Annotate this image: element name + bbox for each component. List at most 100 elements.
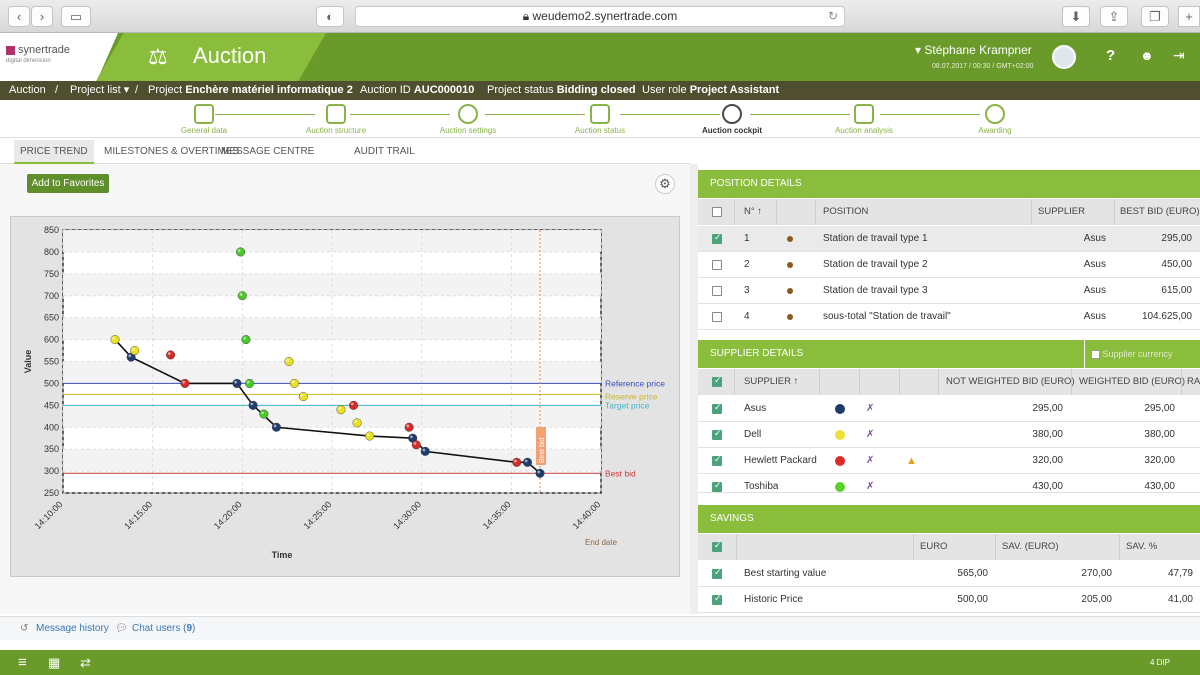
step-auction-cockpit[interactable]: Auction cockpit xyxy=(677,104,787,135)
menu-icon[interactable]: ≡ xyxy=(18,654,27,671)
col-number[interactable]: N° ↑ xyxy=(744,206,763,217)
bid-point xyxy=(166,350,176,360)
position-name: Station de travail type 3 xyxy=(823,285,928,296)
position-row[interactable]: 4 sous-total "Station de travail" Asus 104.… xyxy=(698,304,1200,330)
eye-off-icon[interactable]: ✗ xyxy=(866,403,875,414)
position-row[interactable]: 1 Station de travail type 1 Asus 295,00 xyxy=(698,226,1200,252)
add-to-favorites-button[interactable]: Add to Favorites xyxy=(27,174,109,193)
col-sav-euro[interactable]: SAV. (EURO) xyxy=(1002,541,1059,552)
col-best-bid[interactable]: BEST BID (EURO) xyxy=(1120,206,1200,217)
position-table-header: N° ↑ POSITION SUPPLIER BEST BID (EURO) xyxy=(698,199,1200,225)
url-bar[interactable]: 🔒︎ weudemo2.synertrade.com ↻ xyxy=(355,6,845,27)
col-position[interactable]: POSITION xyxy=(823,206,869,217)
supplier-checkbox[interactable] xyxy=(712,402,722,414)
step-general-data[interactable]: General data xyxy=(149,104,259,135)
logo[interactable]: synertrade digital dimension xyxy=(0,33,118,81)
supplier-row[interactable]: Dell ✗ 380,00 380,00 xyxy=(698,422,1200,448)
sidebar-icon[interactable]: ▭ xyxy=(61,6,91,27)
position-checkbox[interactable] xyxy=(712,232,722,244)
y-tick-label: 550 xyxy=(44,357,59,367)
savings-checkbox[interactable] xyxy=(712,567,722,579)
position-number: 4 xyxy=(744,311,750,322)
select-all-suppliers-checkbox[interactable] xyxy=(712,375,722,387)
footer-info: 4 DIP xyxy=(1150,658,1171,667)
x-tick-label: 14:35:00 xyxy=(481,499,513,531)
savings-row[interactable]: Historic Price 500,00 205,00 41,00 xyxy=(698,587,1200,613)
step-awarding[interactable]: Awarding xyxy=(940,104,1050,135)
supplier-checkbox[interactable] xyxy=(712,428,722,440)
help-icon[interactable]: ? xyxy=(1106,47,1116,64)
col-supplier[interactable]: SUPPLIER xyxy=(1038,206,1085,217)
step-auction-structure[interactable]: Auction structure xyxy=(281,104,391,135)
status-icon xyxy=(590,104,610,124)
position-checkbox[interactable] xyxy=(712,312,722,322)
col-euro[interactable]: EURO xyxy=(920,541,948,552)
user-settings-icon[interactable]: ☻ xyxy=(1140,48,1154,63)
breadcrumb-auction[interactable]: Auction xyxy=(9,84,46,96)
message-history-link[interactable]: Message history xyxy=(36,623,109,634)
forward-icon[interactable]: › xyxy=(31,6,53,27)
logout-icon[interactable]: ⇥ xyxy=(1173,47,1185,63)
tabs-icon[interactable]: ❐ xyxy=(1141,6,1169,27)
supplier-currency-toggle[interactable]: Supplier currency xyxy=(1084,340,1173,368)
position-checkbox[interactable] xyxy=(712,286,722,296)
col-weighted-bid[interactable]: WEIGHTED BID (EURO) xyxy=(1079,376,1186,387)
bid-point-highlight xyxy=(410,435,413,439)
col-ra[interactable]: RA xyxy=(1187,376,1200,387)
col-not-weighted-bid[interactable]: NOT WEIGHTED BID (EURO) xyxy=(946,376,1075,387)
chat-users-link[interactable]: Chat users (9) xyxy=(132,623,196,634)
browser-toolbar: ‹ › ▭ ◐ 🔒︎ weudemo2.synertrade.com ↻ ⬇ ⇪ … xyxy=(0,0,1200,33)
savings-checkbox[interactable] xyxy=(712,593,722,605)
eye-off-icon[interactable]: ✗ xyxy=(866,455,875,466)
pane-splitter[interactable] xyxy=(690,164,698,614)
position-supplier: Asus xyxy=(1083,233,1106,244)
step-label: Auction structure xyxy=(305,126,367,135)
tab-message-centre[interactable]: MESSAGE CENTRE xyxy=(221,146,315,157)
user-menu[interactable]: ▾ Stéphane Krampner xyxy=(915,43,1032,57)
position-status-dot xyxy=(787,314,793,320)
download-icon[interactable]: ⬇ xyxy=(1062,6,1090,27)
savings-row[interactable]: Best starting value 565,00 270,00 47,79 xyxy=(698,561,1200,587)
gavel-icon: ⚖ xyxy=(148,44,168,69)
supplier-row[interactable]: Asus ✗ 295,00 295,00 xyxy=(698,396,1200,422)
step-auction-status[interactable]: Auction status xyxy=(545,104,655,135)
avatar[interactable] xyxy=(1052,45,1076,69)
savings-header: SAVINGS xyxy=(698,505,1200,533)
step-auction-analysis[interactable]: Auction analysis xyxy=(809,104,919,135)
bid-point xyxy=(352,418,362,428)
share-icon[interactable]: ⇪ xyxy=(1100,6,1128,27)
col-supplier-name[interactable]: SUPPLIER ↑ xyxy=(744,376,799,387)
supplier-row[interactable]: Toshiba ✗ 430,00 430,00 xyxy=(698,474,1200,493)
tab-milestones[interactable]: MILESTONES & OVERTIMES xyxy=(104,146,240,157)
supplier-name: Toshiba xyxy=(744,481,779,492)
chart-settings-gear-icon[interactable]: ⚙ xyxy=(655,174,675,194)
shield-icon[interactable]: ◐ xyxy=(316,6,344,27)
exchange-icon[interactable]: ⇄ xyxy=(80,655,91,670)
supplier-checkbox[interactable] xyxy=(712,454,722,466)
supplier-checkbox[interactable] xyxy=(712,480,722,492)
bid-point xyxy=(259,409,269,419)
position-checkbox[interactable] xyxy=(712,260,722,270)
tab-audit-trail[interactable]: AUDIT TRAIL xyxy=(354,146,415,157)
reference-line-label: Best bid xyxy=(605,468,636,478)
building-icon[interactable]: ▦ xyxy=(48,655,61,670)
step-auction-settings[interactable]: Auction settings xyxy=(413,104,523,135)
position-number: 2 xyxy=(744,259,750,270)
select-all-savings-checkbox[interactable] xyxy=(712,540,722,552)
select-all-positions-checkbox[interactable] xyxy=(712,207,722,217)
tab-price-trend[interactable]: PRICE TREND xyxy=(14,140,94,164)
supplier-weighted-bid: 380,00 xyxy=(1144,429,1175,440)
position-row[interactable]: 3 Station de travail type 3 Asus 615,00 xyxy=(698,278,1200,304)
breadcrumb-project-list[interactable]: Project list ▾ xyxy=(70,84,130,96)
position-row[interactable]: 2 Station de travail type 2 Asus 450,00 xyxy=(698,252,1200,278)
bid-point xyxy=(365,431,375,441)
reload-icon[interactable]: ↻ xyxy=(827,9,838,23)
role-label: User role xyxy=(642,84,687,96)
eye-off-icon[interactable]: ✗ xyxy=(866,481,875,492)
col-sav-pct[interactable]: SAV. % xyxy=(1126,541,1158,552)
new-tab-icon[interactable]: + xyxy=(1178,6,1200,27)
eye-off-icon[interactable]: ✗ xyxy=(866,429,875,440)
award-icon xyxy=(985,104,1005,124)
back-icon[interactable]: ‹ xyxy=(8,6,30,27)
supplier-row[interactable]: Hewlett Packard ✗ ▲ 320,00 320,00 xyxy=(698,448,1200,474)
